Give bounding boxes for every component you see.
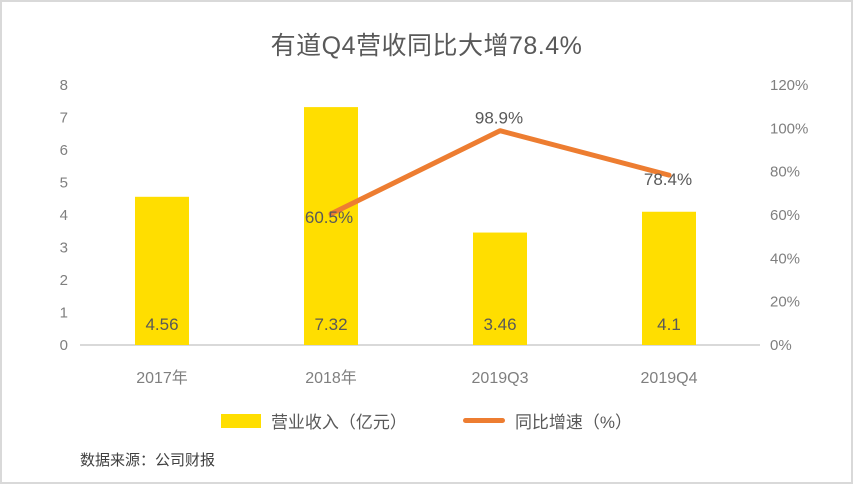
line-value-label: 78.4% [644, 170, 692, 189]
x-axis-category-label: 2017年 [136, 369, 188, 387]
legend-item-growth: 同比增速（%） [462, 408, 633, 433]
left-axis-tick-label: 3 [60, 240, 68, 257]
line-value-label: 60.5% [305, 208, 353, 227]
left-axis-tick-label: 8 [60, 77, 68, 94]
revenue-bar [135, 196, 189, 345]
legend-label-revenue: 营业收入（亿元） [270, 413, 407, 432]
x-axis-category-label: 2019Q4 [641, 370, 698, 387]
revenue-swatch [220, 413, 261, 428]
right-axis-tick-label: 120% [770, 77, 808, 94]
left-axis-tick-label: 2 [60, 272, 68, 289]
left-axis-tick-label: 1 [60, 305, 68, 322]
right-axis-tick-label: 0% [770, 337, 792, 354]
legend-item-revenue: 营业收入（亿元） [220, 408, 407, 433]
right-axis-tick-label: 40% [770, 250, 800, 267]
bar-value-label: 7.32 [314, 315, 347, 334]
bar-value-label: 3.46 [483, 315, 516, 334]
chart-legend: 营业收入（亿元） 同比增速（%） [2, 408, 851, 433]
right-axis-tick-label: 20% [770, 294, 800, 311]
revenue-bar [642, 211, 696, 345]
bar-value-label: 4.56 [145, 315, 178, 334]
revenue-bar [304, 107, 358, 345]
left-axis-tick-label: 7 [60, 110, 68, 127]
growth-swatch [462, 418, 505, 423]
right-axis-tick-label: 100% [770, 120, 808, 137]
left-axis-tick-label: 4 [60, 207, 68, 224]
right-axis-tick-label: 60% [770, 207, 800, 224]
left-axis-tick-label: 0 [60, 337, 68, 354]
left-axis-tick-label: 6 [60, 142, 68, 159]
chart-title: 有道Q4营收同比大增78.4% [270, 32, 583, 60]
revenue-bar [473, 232, 527, 345]
line-value-label: 98.9% [475, 109, 523, 128]
data-source-note: 数据来源：公司财报 [80, 452, 216, 469]
right-axis-tick-label: 80% [770, 164, 800, 181]
x-axis-category-label: 2019Q3 [472, 370, 529, 387]
legend-label-growth: 同比增速（%） [514, 413, 633, 432]
bar-value-label: 4.1 [657, 315, 681, 334]
left-axis-tick-label: 5 [60, 175, 68, 192]
x-axis-category-label: 2018年 [305, 369, 357, 387]
growth-line [328, 128, 672, 217]
